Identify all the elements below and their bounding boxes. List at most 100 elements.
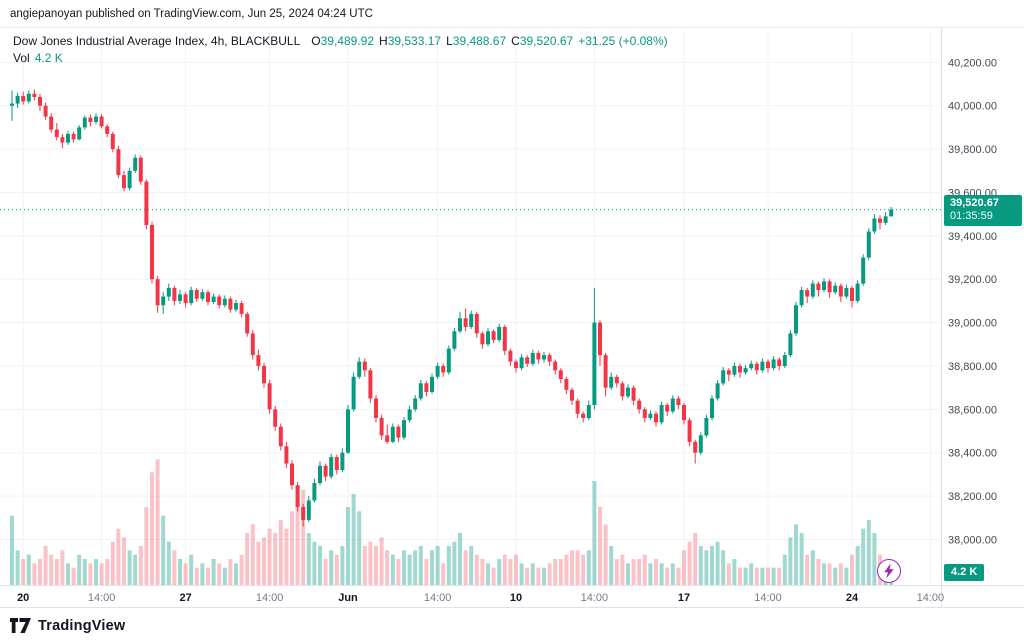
volume-bar [794,524,798,585]
candle-body [435,365,440,377]
candle-body [642,409,647,419]
low-label: L [446,34,453,48]
open-label: O [311,34,321,48]
last-price-value: 39,520.67 [950,196,999,209]
candle-body [290,463,294,486]
volume-bar [172,550,177,585]
volume-bar [581,554,586,585]
volume-bar [827,563,832,585]
volume-bar [194,567,199,585]
candle-body [463,318,468,327]
attribution-bar: angiepanoyan published on TradingView.co… [0,0,1024,28]
tradingview-logo[interactable]: TradingView [10,618,125,634]
candle-body [738,365,742,373]
candle-body [82,117,87,128]
high-value: 39,533.17 [387,34,442,48]
candle-body [239,303,244,314]
candle-body [822,281,826,291]
open-value: 39,489.92 [320,34,375,48]
bar-countdown-timer: 01:35:59 [950,209,993,222]
candle-body [306,500,311,520]
candle-body [127,170,132,189]
candle-body [726,370,731,375]
candle-body [66,133,70,143]
volume-bar [665,567,670,585]
volume-bar [245,533,250,585]
candle-body [810,283,815,297]
chart-canvas[interactable]: 40,200.0040,000.0039,800.0039,600.0039,4… [0,0,1024,607]
candle-body [194,290,199,299]
volume-bar [598,507,602,585]
volume-bar [183,563,188,585]
candle-body [474,313,479,334]
candle-body [547,355,552,362]
volume-bar [553,559,558,585]
volume-bar [435,546,440,585]
volume-bar [206,567,210,585]
volume-bar [816,559,821,585]
candle-body [502,326,507,351]
volume-bar [866,520,871,585]
candle-body [424,383,429,392]
low-value: 39,488.67 [452,34,507,48]
volume-bar [564,554,569,585]
volume-bar [631,559,636,585]
volume-bar [290,511,294,585]
volume-axis-badge: 4.2 K [944,564,985,581]
volume-bar [38,559,42,585]
volume-bar [603,524,608,585]
volume-bar [430,550,434,585]
candle-body [10,103,14,106]
candle-body [558,370,563,379]
candle-body [614,376,619,384]
candle-body [390,426,395,442]
candle-body [598,322,602,356]
candle-body [889,209,894,217]
candle-body [54,129,59,138]
candle-body [77,127,82,140]
volume-bar [368,541,373,585]
volume-bar [514,554,518,585]
candle-body [49,116,54,130]
volume-bar [446,546,451,585]
volume-bar [385,550,390,585]
volume-bar [256,541,261,585]
candle-body [200,292,205,299]
candle-body [665,405,670,412]
quick-trade-button[interactable] [877,559,901,583]
volume-bar [575,550,580,585]
candle-body [38,97,42,106]
volume-bar [407,554,412,585]
time-axis-label: 20 [17,592,29,604]
candle-body [138,157,143,182]
volume-bar [654,559,658,585]
volume-bar [469,546,474,585]
candle-body [530,352,535,364]
candle-body [838,285,843,297]
volume-bar [49,554,54,585]
volume-bar [547,563,552,585]
volume-bar [642,554,647,585]
volume-bar [704,550,709,585]
candle-body [491,331,496,340]
candle-body [379,418,384,436]
candle-body [144,181,149,225]
price-axis-label: 39,000.00 [948,318,997,330]
candle-body [189,290,194,304]
candle-body [760,361,765,371]
volume-bar [659,563,664,585]
candle-body [222,298,227,306]
volume-bar [334,554,339,585]
volume-bar [805,554,810,585]
close-value: 39,520.67 [519,34,574,48]
volume-bar [15,550,20,585]
candle-body [766,361,770,369]
volume-bar [872,533,877,585]
candle-body [872,218,877,232]
candle-body [486,331,490,345]
volume-bar [105,559,110,585]
volume-bar [357,511,362,585]
candle-body [385,435,390,442]
candle-body [715,383,720,399]
